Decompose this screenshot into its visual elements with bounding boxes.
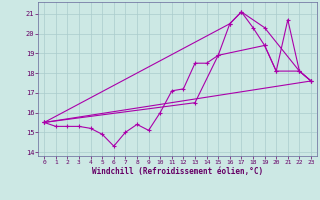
X-axis label: Windchill (Refroidissement éolien,°C): Windchill (Refroidissement éolien,°C) bbox=[92, 167, 263, 176]
